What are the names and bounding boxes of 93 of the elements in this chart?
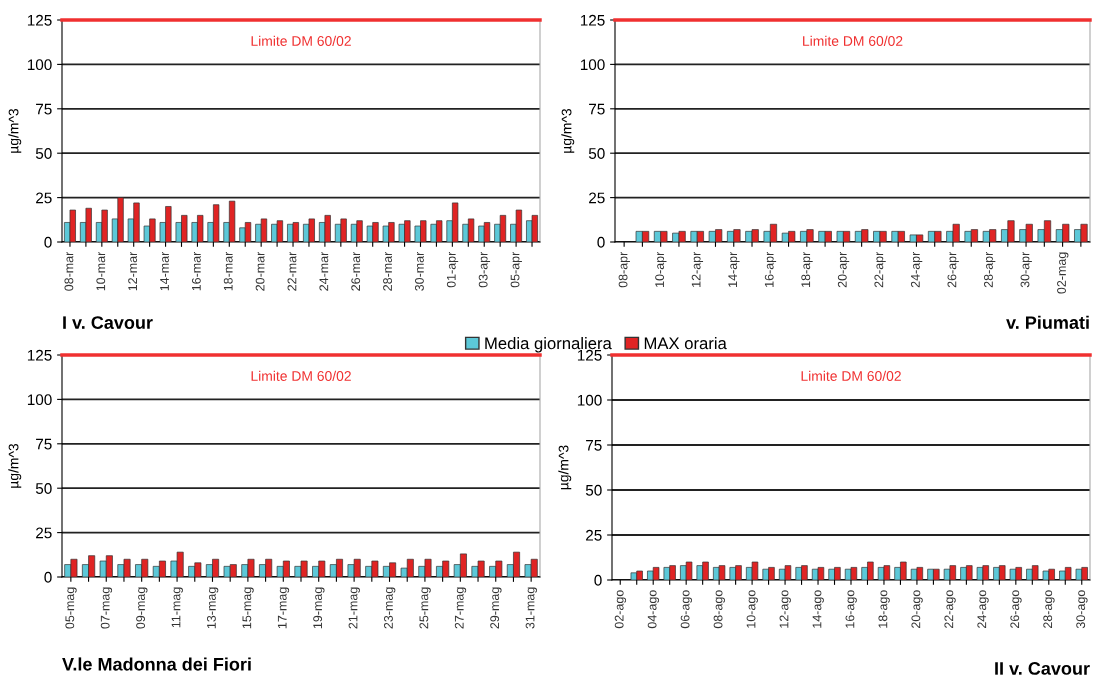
y-tick-label: 75 bbox=[36, 438, 52, 450]
x-tick-label: 05-mag bbox=[65, 587, 77, 629]
x-tick-label: 08-ago bbox=[713, 590, 725, 629]
x-tick-label: 26-mar bbox=[351, 251, 361, 291]
y-tick-label: 50 bbox=[585, 484, 602, 496]
x-tick-label: 20-apr bbox=[837, 251, 850, 288]
ref-line-label: Limite DM 60/02 bbox=[251, 35, 351, 46]
text: I v. Cavour bbox=[63, 316, 153, 329]
y-tick-label: 125 bbox=[27, 349, 52, 361]
x-tick-label: 10-mar bbox=[96, 251, 106, 291]
x-tick-label: 12-mar bbox=[128, 251, 138, 291]
y-tick-label: 75 bbox=[586, 440, 602, 451]
x-tick-label: 15-mag bbox=[242, 587, 254, 629]
ref-line-label: Limite DM 60/02 bbox=[251, 370, 351, 381]
y-axis-title: µg/m^3 bbox=[561, 108, 575, 153]
x-tick-label: 16-apr bbox=[764, 251, 777, 287]
y-tick-label: 100 bbox=[27, 394, 52, 406]
ref-line-label: Limite DM 60/02 bbox=[801, 370, 901, 381]
text: v. Piumati bbox=[1006, 315, 1089, 329]
x-tick-label: 10-ago bbox=[746, 590, 758, 628]
x-tick-label: 07-mag bbox=[100, 587, 113, 629]
x-tick-label: 02-ago bbox=[614, 590, 627, 629]
y-tick-label: 25 bbox=[36, 527, 52, 539]
x-tick-label: 22-apr bbox=[874, 251, 886, 288]
y-axis-title: µg/m^3 bbox=[8, 108, 22, 153]
x-tick-label: 18-mar bbox=[223, 251, 233, 291]
y-tick-label: 50 bbox=[35, 483, 52, 494]
x-tick-label: 18-ago bbox=[878, 590, 890, 628]
x-tick-label: 14-apr bbox=[728, 251, 740, 287]
x-tick-label: 30-mar bbox=[415, 251, 424, 291]
y-tick-label: 100 bbox=[580, 59, 605, 71]
x-tick-label: 19-mag bbox=[313, 587, 325, 629]
y-tick-label: 25 bbox=[589, 192, 605, 204]
y-tick-label: 100 bbox=[577, 394, 602, 406]
x-tick-label: 23-mag bbox=[384, 587, 396, 629]
x-tick-label: 12-ago bbox=[779, 590, 791, 628]
x-tick-label: 01-apr bbox=[446, 251, 459, 288]
x-tick-label: 11-mag bbox=[171, 587, 183, 628]
x-tick-label: 17-mag bbox=[277, 587, 290, 629]
y-tick-label: 100 bbox=[27, 59, 52, 71]
x-tick-label: 24-mar bbox=[319, 251, 329, 291]
x-tick-label: 24-ago bbox=[977, 590, 989, 629]
x-tick-label: 28-ago bbox=[1043, 590, 1055, 629]
x-tick-label: 16-mar bbox=[191, 251, 201, 291]
x-tick-label: 30-ago bbox=[1076, 590, 1088, 629]
legend-label: MAX oraria bbox=[644, 337, 727, 350]
x-tick-label: 20-mar bbox=[255, 251, 265, 291]
y-tick-label: 25 bbox=[586, 529, 602, 541]
y-axis-title: µg/m^3 bbox=[558, 445, 572, 490]
y-tick-label: 75 bbox=[589, 103, 605, 115]
x-tick-label: 14-mar bbox=[160, 251, 169, 291]
x-tick-label: 24-apr bbox=[910, 251, 923, 288]
x-tick-label: 26-apr bbox=[947, 251, 959, 288]
x-tick-label: 12-apr bbox=[691, 251, 704, 287]
x-tick-label: 20-ago bbox=[911, 590, 923, 629]
x-tick-label: 22-mar bbox=[287, 251, 297, 291]
x-tick-label: 06-ago bbox=[680, 590, 692, 629]
x-tick-label: 08-apr bbox=[618, 251, 630, 288]
text: II v. Cavour bbox=[995, 662, 1090, 675]
x-tick-label: 14-ago bbox=[812, 590, 824, 628]
text: V.le Madonna dei Fiori bbox=[62, 657, 251, 671]
x-tick-label: 05-apr bbox=[510, 251, 522, 288]
x-tick-label: 25-mag bbox=[419, 587, 431, 629]
y-tick-label: 0 bbox=[44, 236, 52, 248]
x-tick-label: 13-mag bbox=[206, 587, 219, 629]
y-tick-label: 125 bbox=[27, 14, 52, 26]
x-tick-label: 27-mag bbox=[454, 587, 467, 629]
x-tick-label: 31-mag bbox=[525, 587, 537, 629]
x-tick-label: 21-mag bbox=[348, 587, 360, 629]
x-tick-label: 08-mar bbox=[64, 251, 74, 291]
x-tick-label: 28-mar bbox=[383, 251, 392, 291]
x-tick-label: 29-mag bbox=[490, 587, 502, 629]
y-tick-label: 0 bbox=[597, 236, 605, 248]
x-tick-label: 09-mag bbox=[136, 587, 148, 629]
x-tick-label: 30-apr bbox=[1020, 251, 1032, 288]
x-tick-label: 26-ago bbox=[1010, 590, 1022, 629]
y-tick-label: 125 bbox=[580, 14, 605, 26]
y-tick-label: 25 bbox=[36, 192, 52, 204]
x-tick-label: 10-apr bbox=[655, 251, 667, 287]
x-tick-label: 02-mag bbox=[1057, 252, 1069, 294]
y-tick-label: 75 bbox=[36, 103, 52, 115]
x-tick-label: 18-apr bbox=[801, 251, 813, 287]
x-tick-label: 22-ago bbox=[944, 590, 956, 629]
x-tick-label: 16-ago bbox=[845, 590, 857, 628]
x-tick-label: 28-apr bbox=[984, 251, 996, 288]
y-tick-label: 50 bbox=[588, 148, 605, 159]
y-tick-label: 0 bbox=[44, 571, 52, 583]
ref-line-label: Limite DM 60/02 bbox=[803, 35, 903, 46]
y-tick-label: 0 bbox=[594, 574, 602, 586]
x-tick-label: 04-ago bbox=[647, 590, 660, 629]
y-tick-label: 50 bbox=[35, 148, 52, 159]
y-axis-title: µg/m^3 bbox=[8, 443, 22, 488]
x-tick-label: 03-apr bbox=[478, 251, 491, 288]
